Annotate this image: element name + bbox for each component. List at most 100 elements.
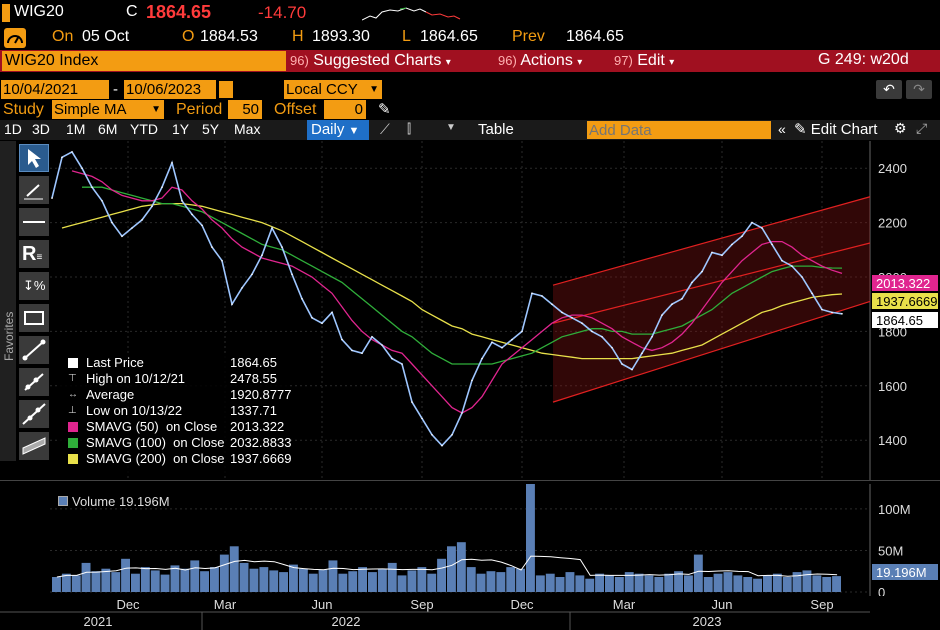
- security-field[interactable]: WIG20 Index: [2, 51, 286, 71]
- add-data-input[interactable]: [587, 121, 771, 139]
- volume-bar: [812, 575, 822, 592]
- price-point: [761, 227, 763, 229]
- channel-middle[interactable]: [552, 242, 871, 324]
- percent-change-icon[interactable]: ↧%: [19, 272, 49, 300]
- price-point: [801, 276, 803, 278]
- prev-label: Prev: [512, 28, 545, 45]
- price-point: [381, 344, 383, 346]
- volume-bar: [486, 571, 496, 592]
- channel-icon[interactable]: [19, 432, 49, 460]
- offset-field[interactable]: 0: [324, 100, 366, 119]
- price-point: [591, 330, 593, 333]
- price-point: [781, 259, 783, 262]
- volume-bar: [61, 573, 71, 592]
- period-1m[interactable]: 1M: [66, 121, 86, 137]
- period-6m[interactable]: 6M: [98, 121, 118, 137]
- price-point: [581, 322, 583, 324]
- price-point: [251, 273, 253, 276]
- trend-line-icon[interactable]: [19, 336, 49, 364]
- edit-num: 97): [614, 53, 633, 68]
- net-change: -14.70: [258, 3, 307, 22]
- volume-bar: [328, 560, 338, 592]
- price-point: [411, 401, 413, 403]
- settings-icon[interactable]: ⚙: [894, 120, 907, 136]
- undo-icon[interactable]: ↶: [876, 80, 902, 99]
- prev-value: 1864.65: [566, 28, 624, 45]
- ray-line-icon[interactable]: [19, 368, 49, 396]
- price-point: [211, 246, 213, 248]
- start-date-field[interactable]: 10/04/2021: [1, 80, 109, 99]
- line-chart-icon[interactable]: ⟋: [380, 121, 390, 137]
- rectangle-icon[interactable]: [19, 304, 49, 332]
- volume-bar: [101, 568, 111, 592]
- price-point: [91, 186, 93, 188]
- period-bar: 1D 3D 1M 6M YTD 1Y 5Y Max Daily ▼ ⟋ ⫿ ▼ Table «…: [0, 120, 940, 140]
- volume-bar: [654, 577, 664, 592]
- legend-row: ↔ Average 1920.8777: [58, 387, 291, 403]
- extended-line-icon[interactable]: [19, 400, 49, 428]
- table-button[interactable]: Table: [478, 121, 514, 138]
- price-point: [51, 197, 53, 199]
- cursor-icon[interactable]: [19, 144, 49, 172]
- volume-bar: [348, 571, 358, 592]
- volume-bar: [753, 578, 762, 592]
- edit-chart-button[interactable]: ✎ Edit Chart: [794, 121, 878, 138]
- volume-bar: [743, 577, 753, 592]
- calendar-icon[interactable]: [219, 81, 233, 98]
- legend-value: 2013.322: [230, 419, 285, 434]
- pencil-icon[interactable]: ✎: [378, 101, 391, 118]
- price-point: [531, 292, 533, 295]
- retracement-icon[interactable]: R≡: [19, 240, 49, 268]
- frequency-select[interactable]: Daily ▼: [307, 120, 369, 140]
- period-5y[interactable]: 5Y: [202, 121, 220, 137]
- dropdown-arrow-icon: ▾: [577, 57, 583, 68]
- channel-upper[interactable]: [552, 196, 871, 286]
- sma50-line[interactable]: [71, 170, 843, 414]
- x-month-label: Mar: [214, 597, 237, 612]
- volume-y-tick-label: 100M: [878, 502, 911, 517]
- legend-swatch: [68, 438, 78, 448]
- expand-icon[interactable]: ⤢: [916, 120, 928, 136]
- study-label: Study: [3, 101, 44, 118]
- volume-chart[interactable]: 0 50M 100M 19.196M: [50, 484, 940, 596]
- price-point: [771, 243, 773, 246]
- study-select[interactable]: Simple MA ▼: [52, 100, 164, 119]
- draw-pen-icon[interactable]: [19, 176, 49, 204]
- sma200-line[interactable]: [61, 202, 843, 360]
- frequency-value: Daily: [311, 121, 345, 138]
- period-3d[interactable]: 3D: [32, 121, 50, 137]
- actions-menu[interactable]: 96) Actions ▾: [498, 50, 610, 72]
- end-date-field[interactable]: 10/06/2023: [124, 80, 216, 99]
- period-field[interactable]: 50: [228, 100, 262, 119]
- open-value: 1884.53: [200, 28, 258, 45]
- volume-bar: [565, 572, 575, 592]
- period-1d[interactable]: 1D: [4, 121, 22, 137]
- low-label: L: [402, 28, 411, 45]
- period-max[interactable]: Max: [234, 121, 261, 137]
- price-point: [611, 346, 613, 349]
- price-point: [731, 243, 733, 246]
- volume-bar: [377, 568, 387, 592]
- price-point: [131, 227, 133, 229]
- edit-menu[interactable]: 97) Edit ▾: [614, 50, 698, 72]
- channel-lower[interactable]: [552, 300, 871, 403]
- panel-divider[interactable]: [0, 480, 940, 481]
- volume-bar: [91, 571, 101, 592]
- currency-select[interactable]: Local CCY ▼: [284, 80, 382, 99]
- volume-bar: [644, 575, 654, 592]
- price-line[interactable]: [51, 150, 843, 447]
- period-ytd[interactable]: YTD: [130, 121, 158, 137]
- channel-fill[interactable]: [553, 196, 870, 403]
- bar-chart-icon[interactable]: ⫿: [407, 121, 412, 136]
- volume-bar: [506, 567, 516, 592]
- chart-type-dropdown-icon[interactable]: ▼: [446, 122, 456, 133]
- x-month-label: Dec: [510, 597, 534, 612]
- horizontal-line-icon[interactable]: [19, 208, 49, 236]
- price-point: [461, 412, 463, 414]
- favorites-sidebar[interactable]: Favorites: [0, 141, 16, 461]
- collapse-icon[interactable]: «: [778, 121, 786, 137]
- period-1y[interactable]: 1Y: [172, 121, 190, 137]
- suggested-charts-menu[interactable]: 96) Suggested Charts ▾: [290, 50, 494, 72]
- gauge-icon[interactable]: [4, 28, 26, 48]
- redo-icon[interactable]: ↷: [906, 80, 932, 99]
